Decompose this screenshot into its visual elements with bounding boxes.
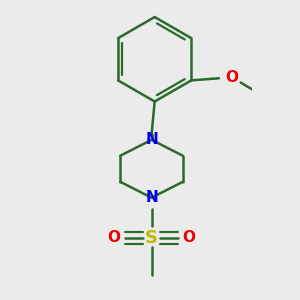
Text: S: S (145, 229, 158, 247)
Text: O: O (107, 230, 121, 245)
Text: O: O (183, 230, 196, 245)
Text: N: N (145, 190, 158, 205)
Text: N: N (145, 132, 158, 147)
Text: O: O (225, 70, 239, 85)
